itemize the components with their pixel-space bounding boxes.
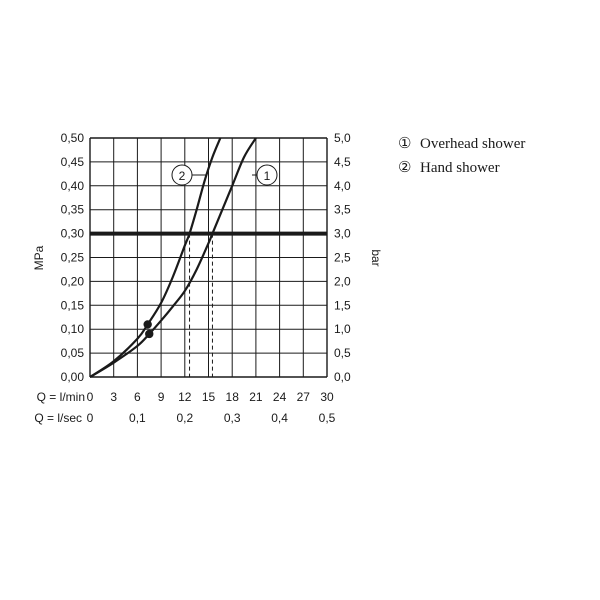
legend-label: Overhead shower xyxy=(420,136,526,152)
legend-symbol: ① xyxy=(398,136,412,152)
x-tick-label-lsec: 0,5 xyxy=(319,411,336,425)
y-tick-label-left: 0,50 xyxy=(61,131,85,145)
y-tick-label-left: 0,25 xyxy=(61,251,85,265)
x-tick-label-lsec: 0 xyxy=(87,411,94,425)
y-tick-label-right: 3,5 xyxy=(334,203,351,217)
y-tick-label-left: 0,00 xyxy=(61,370,85,384)
x-tick-label-lsec: 0,4 xyxy=(271,411,288,425)
curves-group: 12 xyxy=(89,137,278,378)
legend-item-hand-shower: ② Hand shower xyxy=(398,158,525,182)
legend-symbol: ② xyxy=(398,160,412,176)
x-tick-label-lmin: 24 xyxy=(273,390,287,404)
y-tick-label-left: 0,05 xyxy=(61,346,85,360)
x-tick-label-lmin: 30 xyxy=(320,390,334,404)
x-tick-label-lsec: 0,3 xyxy=(224,411,241,425)
y-tick-label-right: 5,0 xyxy=(334,131,351,145)
x-tick-label-lmin: 18 xyxy=(226,390,240,404)
y-tick-label-right: 1,5 xyxy=(334,298,351,312)
x-tick-label-lmin: 15 xyxy=(202,390,216,404)
y-axis-label-left: MPa xyxy=(32,245,46,270)
drop-lines-group xyxy=(189,233,213,377)
x-tick-label-lmin: 3 xyxy=(110,390,117,404)
y-tick-label-right: 4,0 xyxy=(334,179,351,193)
x-tick-label-lmin: 21 xyxy=(249,390,263,404)
x-tick-label-lmin: 6 xyxy=(134,390,141,404)
curve-series-2 xyxy=(89,137,222,378)
y-tick-label-right: 1,0 xyxy=(334,322,351,336)
chart-grid xyxy=(89,137,328,378)
y-tick-label-left: 0,15 xyxy=(61,298,85,312)
legend-label: Hand shower xyxy=(420,160,500,176)
x-tick-label-lsec: 0,2 xyxy=(176,411,193,425)
x-tick-label-lmin: 9 xyxy=(158,390,165,404)
callout-circle xyxy=(171,164,193,186)
callout-label: 2 xyxy=(179,169,186,183)
y-tick-label-right: 0,0 xyxy=(334,370,351,384)
y-tick-label-left: 0,45 xyxy=(61,155,85,169)
y-tick-label-left: 0,40 xyxy=(61,179,85,193)
y-tick-label-right: 3,0 xyxy=(334,227,351,241)
legend-item-overhead-shower: ① Overhead shower xyxy=(398,134,525,158)
x-tick-label-lsec: 0,1 xyxy=(129,411,146,425)
marker-series-1 xyxy=(145,329,154,339)
curve-series-1 xyxy=(89,137,257,378)
y-tick-label-right: 4,5 xyxy=(334,155,351,169)
y-tick-label-right: 2,0 xyxy=(334,274,351,288)
y-tick-label-left: 0,30 xyxy=(61,227,85,241)
x-tick-label-lmin: 0 xyxy=(87,390,94,404)
y-tick-label-right: 0,5 xyxy=(334,346,351,360)
y-tick-label-left: 0,35 xyxy=(61,203,85,217)
callout-circle xyxy=(256,164,278,186)
tick-labels-group: 0,00 0,00,05 0,50,10 1,00,15 1,50,20 2,00,25 2… xyxy=(34,131,351,425)
marker-series-2 xyxy=(143,320,152,329)
y-tick-label-left: 0,20 xyxy=(61,274,85,288)
y-tick-label-right: 2,5 xyxy=(334,251,351,265)
y-tick-label-left: 0,10 xyxy=(61,322,85,336)
legend: ① Overhead shower ② Hand shower xyxy=(398,134,525,182)
y-axis-label-right: bar xyxy=(369,249,383,266)
callout-label: 1 xyxy=(264,169,271,183)
x-tick-label-lmin: 12 xyxy=(178,390,192,404)
x-axis-label-lmin: Q = l/min xyxy=(37,390,85,404)
x-tick-label-lmin: 27 xyxy=(297,390,311,404)
x-axis-label-lsec: Q = l/sec xyxy=(34,411,82,425)
